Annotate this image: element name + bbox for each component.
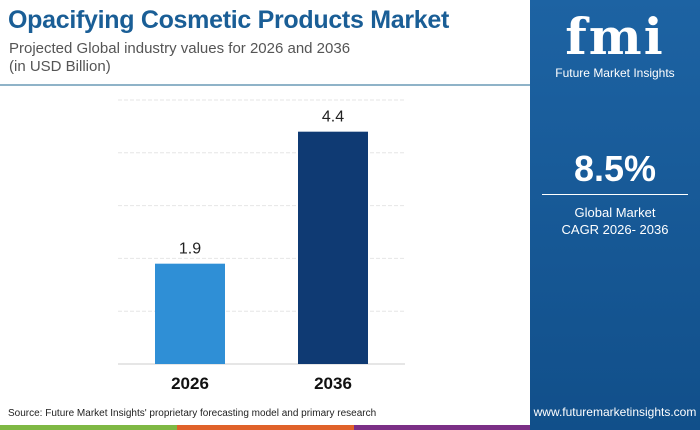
- chart-unit: (in USD Billion): [9, 58, 111, 75]
- chart-subtitle: Projected Global industry values for 202…: [9, 40, 351, 57]
- color-strip-purple: [354, 425, 530, 430]
- divider: [0, 84, 530, 86]
- bar-2036: [298, 131, 368, 364]
- color-strip-green: [0, 425, 177, 430]
- cagr-divider: [542, 194, 688, 195]
- color-strip-orange: [177, 425, 354, 430]
- brand-name: Future Market Insights: [555, 66, 675, 80]
- cagr-period: CAGR 2026- 2036: [561, 222, 669, 237]
- data-label: 4.4: [322, 109, 344, 126]
- website-link[interactable]: www.futuremarketinsights.com: [533, 405, 697, 419]
- source-note: Source: Future Market Insights' propriet…: [8, 408, 377, 419]
- logo-mark: fmi: [565, 7, 665, 66]
- chart-title: Opacifying Cosmetic Products Market: [8, 6, 450, 34]
- x-tick-label: 2036: [314, 374, 352, 393]
- cagr-value: 8.5%: [573, 148, 657, 189]
- cagr-label: Global Market: [574, 205, 656, 220]
- bar-2026: [155, 263, 225, 364]
- side-panel: fmi Future Market Insights 8.5% Global M…: [530, 0, 700, 430]
- bar-chart: 1.9 2026 4.4 2036: [118, 99, 405, 393]
- fmi-logo: fmi Future Market Insights: [530, 7, 700, 81]
- data-label: 1.9: [179, 241, 201, 258]
- x-tick-label: 2026: [171, 374, 209, 393]
